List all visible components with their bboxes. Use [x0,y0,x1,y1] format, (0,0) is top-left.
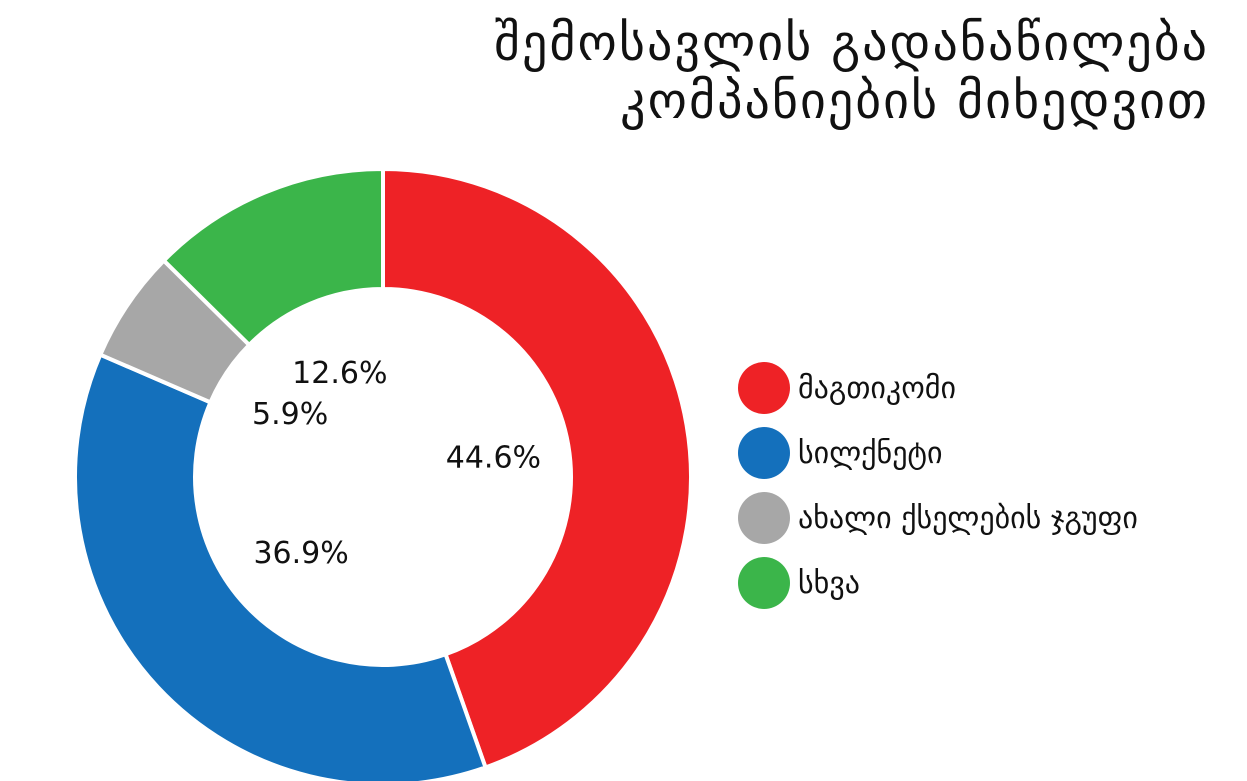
legend-label: სხვა [798,565,860,601]
chart-title-line-1: შემოსავლის გადანაწილება [494,14,1209,72]
legend-item-other: სხვა [738,557,1138,609]
donut-slices [73,166,693,781]
pct-label-other: 12.6% [292,356,387,391]
legend-swatch [738,557,790,609]
legend-swatch [738,362,790,414]
percentage-labels: 44.6% 36.9% 5.9% 12.6% [252,356,541,571]
legend-item-new-networks-group: ახალი ქსელების ჯგუფი [738,492,1138,544]
legend-label: სილქნეტი [798,435,943,471]
pct-label-silknet: 36.9% [253,536,348,571]
slice-magticom [381,166,693,770]
legend-item-silknet: სილქნეტი [738,427,1138,479]
pct-label-new-networks-group: 5.9% [252,397,328,432]
chart-title-line-2: კომპანიების მიხედვით [620,72,1209,130]
chart-title: შემოსავლის გადანაწილება კომპანიების მიხე… [494,14,1209,130]
legend-swatch [738,427,790,479]
legend-label: მაგთიკომი [798,370,956,406]
chart-legend: მაგთიკომი სილქნეტი ახალი ქსელების ჯგუფი … [738,362,1138,622]
pct-label-magticom: 44.6% [446,441,541,476]
legend-label: ახალი ქსელების ჯგუფი [798,500,1138,536]
legend-swatch [738,492,790,544]
legend-item-magticom: მაგთიკომი [738,362,1138,414]
slice-other [161,166,385,348]
slice-silknet [73,352,489,781]
